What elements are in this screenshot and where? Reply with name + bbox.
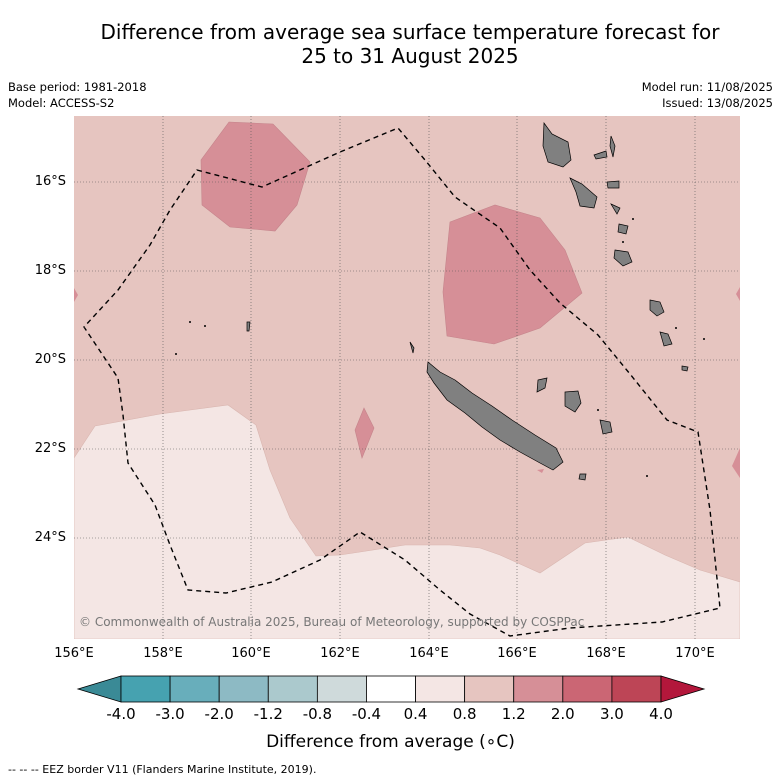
eez-legend: -- -- -- EEZ border V11 (Flanders Marine… bbox=[8, 763, 317, 776]
colorbar-segment bbox=[464, 675, 515, 703]
colorbar-tick-label: -1.2 bbox=[253, 705, 283, 723]
anomaly-patch-central bbox=[442, 204, 583, 345]
base-period: Base period: 1981-2018 bbox=[8, 80, 147, 94]
vanuatu-epi bbox=[610, 203, 621, 215]
model-run: Model run: 11/08/2025 bbox=[641, 80, 773, 94]
new-caledonia-island bbox=[426, 361, 564, 471]
issued-date: Issued: 13/08/2025 bbox=[662, 96, 773, 110]
colorbar-segment bbox=[366, 675, 416, 703]
isle-of-pines bbox=[578, 473, 587, 481]
colorbar-extend-high bbox=[660, 675, 706, 703]
colorbar-extend-low bbox=[76, 675, 122, 703]
colorbar-tick-label: 0.8 bbox=[452, 705, 477, 723]
colorbar-segment bbox=[611, 675, 662, 703]
colorbar-tick-label: 1.2 bbox=[501, 705, 526, 723]
lat-label-24s: 24°S bbox=[34, 530, 66, 545]
eez-border bbox=[83, 127, 721, 637]
vanuatu-malekula bbox=[569, 177, 598, 209]
small-islets bbox=[175, 218, 705, 477]
matthew-island bbox=[681, 365, 689, 372]
colorbar-segment bbox=[562, 675, 613, 703]
lon-label-158e: 158°E bbox=[143, 646, 183, 661]
loyalty-island-2 bbox=[564, 390, 582, 413]
anomaly-patch-east-edge-1 bbox=[736, 287, 740, 301]
model-name: Model: ACCESS-S2 bbox=[8, 96, 115, 110]
colorbar-segment bbox=[120, 675, 171, 703]
lat-label-16s: 16°S bbox=[34, 174, 66, 189]
chesterfield-islet bbox=[246, 321, 251, 332]
colorbar-tick-label: -0.8 bbox=[302, 705, 332, 723]
colorbar-unit-label: Difference from average (∘C) bbox=[266, 732, 515, 752]
lon-label-164e: 164°E bbox=[409, 646, 449, 661]
colorbar-segment bbox=[218, 675, 269, 703]
anomaly-patch-east-edge-2 bbox=[732, 448, 740, 478]
lon-label-156e: 156°E bbox=[54, 646, 94, 661]
colorbar-tick-label: 0.4 bbox=[403, 705, 428, 723]
colorbar-tick-label: -0.4 bbox=[351, 705, 382, 723]
colorbar-segment bbox=[415, 675, 466, 703]
title-line-2: 25 to 31 August 2025 bbox=[301, 44, 519, 68]
colorbar-tick-label: 2.0 bbox=[550, 705, 575, 723]
lon-label-168e: 168°E bbox=[586, 646, 626, 661]
islet-pink bbox=[537, 469, 544, 473]
belep-island bbox=[409, 341, 415, 354]
lon-label-166e: 166°E bbox=[497, 646, 537, 661]
vanuatu-aneityum bbox=[659, 331, 673, 347]
colorbar-tick-label: -3.0 bbox=[155, 705, 185, 723]
anomaly-patch-small bbox=[354, 407, 375, 459]
vanuatu-efate bbox=[617, 223, 629, 235]
vanuatu-ambrym bbox=[606, 180, 620, 189]
anomaly-patch-west-edge bbox=[74, 288, 78, 302]
colorbar-tick-label: -2.0 bbox=[204, 705, 234, 723]
anomaly-patch-northwest bbox=[200, 121, 311, 232]
colorbar-tick-label: -4.0 bbox=[106, 705, 136, 723]
colorbar bbox=[76, 675, 706, 703]
vanuatu-erromango bbox=[613, 249, 633, 267]
colorbar-tick-label: 4.0 bbox=[649, 705, 673, 723]
colorbar-segment bbox=[316, 675, 367, 703]
colorbar-segment bbox=[169, 675, 220, 703]
lat-label-18s: 18°S bbox=[34, 263, 66, 278]
lat-label-22s: 22°S bbox=[34, 441, 66, 456]
lon-label-162e: 162°E bbox=[320, 646, 360, 661]
copyright-credit: © Commonwealth of Australia 2025, Bureau… bbox=[79, 615, 585, 629]
colorbar-segment bbox=[513, 675, 564, 703]
vanuatu-pentecost bbox=[609, 135, 616, 158]
loyalty-island-1 bbox=[536, 377, 548, 393]
colorbar-segment bbox=[267, 675, 318, 703]
land-masses bbox=[246, 121, 689, 481]
anomaly-region-0.4-0.8 bbox=[74, 404, 740, 639]
vanuatu-espiritu-santo bbox=[542, 121, 572, 168]
vanuatu-tanna bbox=[649, 299, 665, 317]
lon-label-170e: 170°E bbox=[675, 646, 715, 661]
graticule bbox=[74, 116, 740, 639]
lon-label-160e: 160°E bbox=[231, 646, 271, 661]
vanuatu-ambae bbox=[593, 150, 608, 160]
lat-label-20s: 20°S bbox=[34, 352, 66, 367]
loyalty-island-3 bbox=[599, 419, 613, 435]
colorbar-tick-label: 3.0 bbox=[599, 705, 624, 723]
title-line-1: Difference from average sea surface temp… bbox=[100, 20, 720, 44]
